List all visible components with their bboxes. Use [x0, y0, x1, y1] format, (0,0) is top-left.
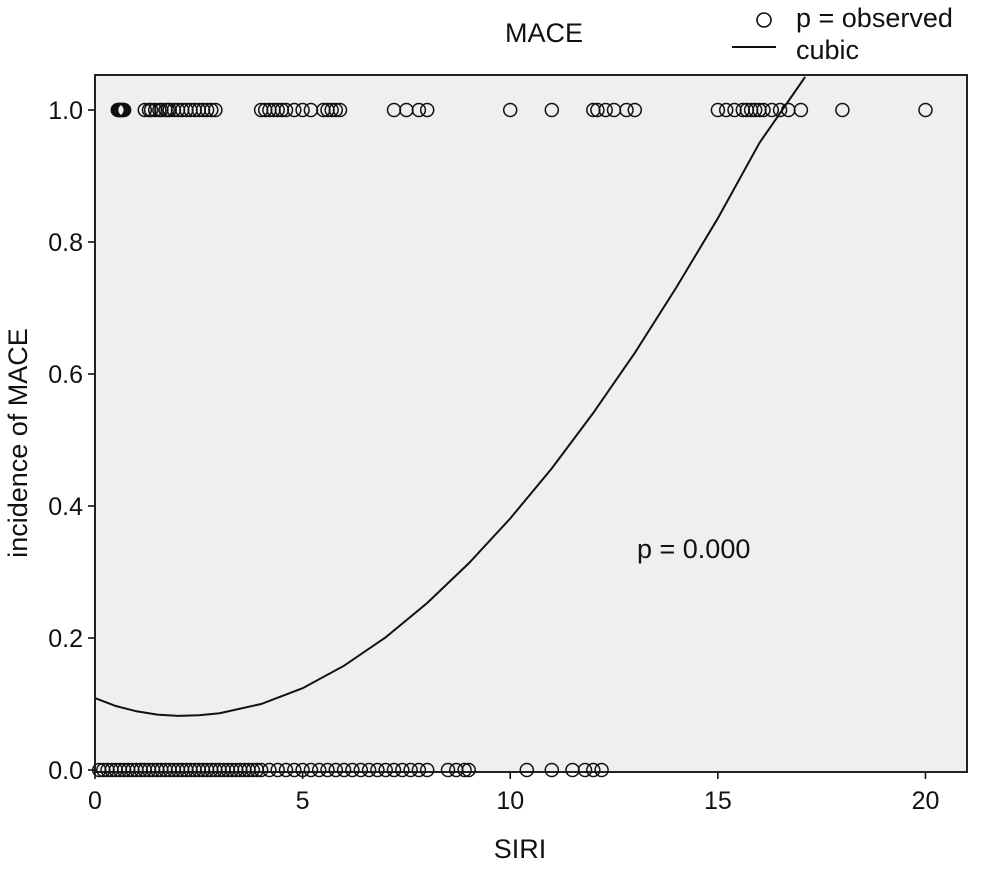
- observed-point-y0: [270, 762, 285, 778]
- p-value-annotation: p = 0.000: [637, 534, 750, 564]
- observed-point-y1: [598, 102, 613, 118]
- observed-point-y1: [411, 102, 427, 118]
- y-tick-label: 0.4: [48, 493, 83, 521]
- observed-point-y0: [395, 762, 410, 778]
- observed-point-y0: [328, 762, 344, 778]
- observed-point-y0: [577, 762, 593, 778]
- observed-point-y0: [262, 762, 277, 778]
- observed-point-y0: [311, 762, 327, 778]
- observed-point-y0: [370, 762, 385, 778]
- observed-point-y0: [440, 762, 456, 778]
- observed-point-y1: [718, 102, 734, 118]
- observed-point-y1: [295, 102, 310, 118]
- observed-point-y1: [756, 102, 771, 118]
- legend-label-cubic: cubic: [796, 35, 859, 65]
- observed-point-y1: [278, 102, 294, 118]
- observed-point-y0: [320, 762, 335, 778]
- observed-point-y1: [143, 102, 159, 118]
- observed-point-y1: [116, 102, 132, 118]
- observed-point-y1: [835, 102, 850, 118]
- observed-point-y0: [411, 762, 427, 778]
- observed-point-y1: [270, 102, 285, 118]
- observed-point-y0: [457, 762, 472, 778]
- observed-point-y0: [594, 762, 609, 778]
- observed-point-y1: [590, 102, 605, 118]
- x-tick-label: 20: [912, 787, 940, 815]
- observed-point-y0: [278, 762, 294, 778]
- observed-point-y0: [287, 762, 302, 778]
- y-axis-title: incidence of MACE: [3, 328, 33, 558]
- observed-point-y0: [461, 762, 476, 778]
- data-marks: [91, 76, 933, 778]
- y-tick-label: 0.0: [48, 757, 83, 785]
- observed-point-y0: [361, 762, 377, 778]
- observed-point-y1: [199, 102, 215, 118]
- observed-point-y1: [332, 102, 348, 118]
- observed-point-y1: [204, 102, 219, 118]
- observed-point-y1: [793, 102, 809, 118]
- axes: 0 5 10 15 20 0.0 0.2 0.4 0.6 0.8 1.0: [48, 97, 939, 815]
- observed-point-y1: [627, 102, 643, 118]
- legend-marker-observed: [756, 12, 772, 28]
- chart-title: MACE: [505, 18, 583, 48]
- observed-point-y0: [403, 762, 418, 778]
- x-axis-title: SIRI: [494, 834, 547, 864]
- x-tick-label: 0: [88, 787, 102, 815]
- observed-point-y0: [386, 762, 402, 778]
- observed-point-y1: [137, 102, 153, 118]
- cubic-fit-line: [94, 76, 806, 717]
- observed-point-y1: [918, 102, 933, 118]
- x-tick-label: 5: [296, 787, 310, 815]
- observed-point-y1: [544, 102, 560, 118]
- x-tick-label: 10: [496, 787, 524, 815]
- observed-point-y1: [502, 102, 518, 118]
- observed-point-y0: [378, 762, 393, 778]
- observed-point-y0: [544, 762, 560, 778]
- legend: p = observed cubic: [732, 3, 953, 65]
- observed-point-y1: [710, 102, 726, 118]
- x-tick-label: 15: [704, 787, 732, 815]
- observed-point-y1: [419, 102, 435, 118]
- observed-point-y1: [287, 102, 302, 118]
- y-tick-label: 0.8: [48, 229, 83, 257]
- observed-point-y0: [253, 762, 269, 778]
- observed-point-y0: [303, 762, 319, 778]
- observed-point-y1: [324, 102, 339, 118]
- y-tick-label: 0.2: [48, 625, 83, 653]
- observed-point-y0: [336, 762, 352, 778]
- observed-point-y1: [328, 102, 344, 118]
- observed-point-y0: [519, 762, 535, 778]
- observed-point-y0: [419, 762, 435, 778]
- observed-point-y0: [345, 762, 360, 778]
- plot-background: [94, 74, 968, 773]
- observed-point-y1: [208, 102, 223, 118]
- observed-point-y0: [586, 762, 601, 778]
- observed-point-y1: [619, 102, 634, 118]
- observed-point-y1: [772, 102, 788, 118]
- observed-point-y1: [764, 102, 780, 118]
- observed-point-y0: [245, 762, 261, 778]
- y-tick-label: 1.0: [48, 97, 83, 125]
- legend-label-observed: p = observed: [796, 3, 953, 33]
- observed-point-y0: [353, 762, 369, 778]
- observed-point-y1: [747, 102, 763, 118]
- y-tick-label: 0.6: [48, 361, 83, 389]
